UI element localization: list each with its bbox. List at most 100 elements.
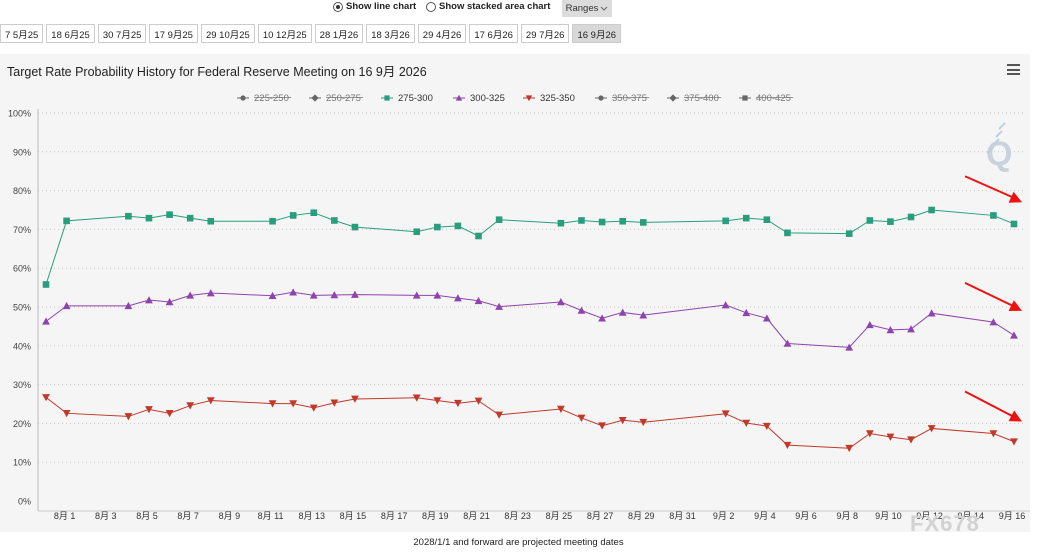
- x-tick-label: 9月 2: [713, 511, 735, 521]
- legend-item[interactable]: 350-375: [595, 93, 650, 104]
- data-point: [907, 325, 915, 333]
- line-chart-radio[interactable]: [333, 1, 343, 12]
- chevron-down-icon: [601, 6, 608, 11]
- legend-item[interactable]: 375-400: [667, 93, 722, 104]
- logo-stroke: [998, 122, 1006, 130]
- meeting-tab[interactable]: 18 3月26: [366, 24, 415, 43]
- ranges-label: Ranges: [565, 3, 599, 14]
- legend-label: 325-350: [540, 93, 575, 104]
- arrow-275-300-head: [1008, 191, 1022, 203]
- ranges-dropdown[interactable]: Ranges: [562, 0, 612, 17]
- meeting-tab[interactable]: 29 4月26: [417, 24, 467, 43]
- x-tick-label: 8月 25: [546, 511, 573, 521]
- x-tick-label: 9月 4: [754, 511, 776, 521]
- stacked-chart-option[interactable]: Show stacked area chart: [426, 1, 550, 12]
- x-tick-label: 8月 9: [219, 511, 241, 521]
- y-tick-label: 80%: [13, 186, 31, 196]
- data-point: [454, 222, 462, 230]
- data-point: [742, 419, 751, 427]
- legend-marker: [742, 95, 748, 101]
- meeting-tab[interactable]: 10 12月25: [257, 24, 312, 43]
- data-point: [331, 217, 338, 224]
- stacked-chart-label: Show stacked area chart: [439, 1, 551, 12]
- logo-stroke: [995, 130, 1003, 138]
- chart-series: [42, 206, 1018, 453]
- data-point: [886, 433, 895, 441]
- data-point: [124, 413, 133, 421]
- chart-panel: [0, 54, 1030, 532]
- meeting-tab[interactable]: 16 9月26: [572, 24, 622, 43]
- data-point: [434, 223, 441, 231]
- data-point: [598, 218, 606, 226]
- hamburger-menu-icon[interactable]: [1007, 64, 1020, 75]
- x-tick-label: 8月 3: [95, 511, 117, 521]
- data-point: [454, 399, 462, 408]
- data-point: [495, 411, 504, 419]
- y-tick-label: 50%: [13, 303, 31, 313]
- data-point: [762, 314, 771, 322]
- data-point: [742, 214, 750, 222]
- data-point: [206, 289, 215, 297]
- data-point: [145, 406, 153, 414]
- meeting-tab[interactable]: 17 9月25: [149, 24, 198, 43]
- legend-marker: [384, 95, 390, 101]
- data-point: [784, 229, 791, 237]
- logo-stroke: [992, 138, 1000, 146]
- legend-label: 300-325: [470, 93, 505, 104]
- meeting-tab[interactable]: 17 6月26: [469, 24, 518, 43]
- x-tick-label: 8月 19: [422, 511, 449, 521]
- legend-item[interactable]: 325-350: [523, 93, 575, 104]
- legend-item[interactable]: 300-325: [453, 93, 505, 104]
- data-point: [268, 400, 277, 408]
- data-point: [989, 318, 998, 326]
- data-point: [742, 308, 751, 317]
- data-point: [145, 296, 153, 304]
- meeting-tab[interactable]: 29 10月25: [200, 24, 255, 43]
- data-point: [269, 217, 276, 225]
- data-point: [62, 301, 71, 310]
- x-tick-label: 9月 6: [795, 511, 817, 521]
- x-tick-label: 8月 27: [587, 511, 614, 521]
- x-tick-label: 8月 23: [504, 511, 531, 521]
- legend-item[interactable]: 275-300: [381, 93, 433, 104]
- data-point: [578, 217, 585, 224]
- data-point: [310, 209, 318, 217]
- legend-item[interactable]: 225-250: [237, 93, 292, 104]
- data-point: [845, 230, 853, 237]
- line-chart-option[interactable]: Show line chart: [333, 1, 416, 12]
- data-point: [556, 298, 565, 306]
- meeting-tab[interactable]: 28 1月26: [314, 24, 364, 43]
- data-point: [557, 219, 565, 227]
- chart-grid: [37, 109, 1030, 512]
- data-point: [990, 212, 997, 219]
- meeting-tab[interactable]: 29 7月26: [520, 24, 570, 43]
- data-point: [907, 213, 915, 221]
- x-tick-label: 8月 15: [340, 511, 367, 521]
- data-point: [124, 301, 133, 310]
- data-point: [783, 339, 792, 347]
- data-point: [42, 281, 50, 288]
- data-point: [639, 219, 647, 226]
- legend-marker: [669, 94, 677, 102]
- legend-label: 275-300: [398, 93, 433, 104]
- data-point: [186, 214, 194, 222]
- legend-item[interactable]: 250-275: [309, 93, 364, 104]
- data-point: [165, 298, 174, 306]
- x-tick-label: 8月 31: [669, 511, 696, 521]
- y-tick-label: 30%: [13, 380, 31, 390]
- data-point: [454, 294, 462, 302]
- legend-marker: [598, 95, 604, 101]
- data-point: [865, 320, 874, 329]
- meeting-tab[interactable]: 18 6月25: [46, 24, 95, 43]
- data-point: [618, 308, 627, 316]
- legend-label: 225-250: [254, 93, 289, 104]
- y-axis-ticks: 0% 10% 20% 30% 40% 50% 60% 70% 80% 90% 100%: [8, 109, 31, 507]
- x-tick-label: 8月 11: [258, 511, 284, 521]
- data-point: [413, 228, 421, 236]
- stacked-chart-radio[interactable]: [426, 1, 436, 12]
- meeting-tab[interactable]: 7 5月25: [0, 24, 44, 43]
- projected-dates-note: 2028/1/1 and forward are projected meeti…: [413, 537, 624, 548]
- line-chart-label: Show line chart: [346, 1, 417, 12]
- legend-item[interactable]: 400-425: [739, 93, 794, 104]
- meeting-tab[interactable]: 30 7月25: [97, 24, 147, 43]
